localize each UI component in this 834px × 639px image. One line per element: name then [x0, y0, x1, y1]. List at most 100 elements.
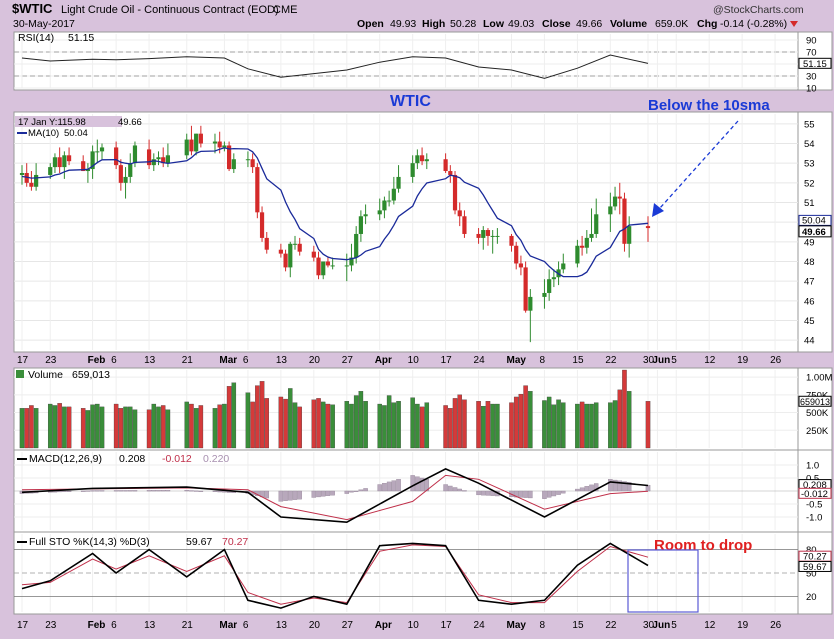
rsi-last-box: [798, 57, 832, 69]
candle-body: [481, 230, 486, 238]
candle: [288, 241, 293, 278]
date-tick-label: May: [507, 620, 527, 631]
macd-hist-bar: [575, 488, 580, 492]
volume-bar: [189, 403, 194, 449]
macd-hist-bar: [90, 490, 95, 492]
date-tick-label: 13: [144, 355, 156, 366]
macd-hist-bar: [264, 490, 270, 499]
macd-hist-bar: [184, 490, 189, 492]
volume-tick-label: 1.00M: [806, 373, 832, 384]
volume-bar: [593, 402, 599, 449]
candle-body: [377, 210, 382, 215]
signal-last-box: [798, 487, 832, 499]
macd-hist-bar: [123, 490, 128, 492]
candle: [448, 165, 453, 183]
stoch-k-last-box: [798, 560, 832, 572]
volume-bar: [146, 409, 152, 449]
macd-hist-bar: [382, 483, 387, 492]
price-tick-label: 53: [804, 159, 815, 170]
candle: [52, 153, 58, 173]
candle: [608, 192, 613, 232]
macd-tick-label: -1.0: [806, 513, 822, 524]
candle-body: [123, 176, 128, 183]
candle: [316, 251, 321, 280]
date-tick-label: 20: [309, 355, 321, 366]
candle-body: [518, 263, 524, 268]
volume-bar: [128, 406, 133, 449]
volume-bar: [80, 408, 86, 449]
macd-hist-bar: [481, 490, 486, 496]
date-tick-label: Apr: [375, 355, 392, 366]
date-tick-label: 27: [342, 620, 354, 631]
candle: [259, 206, 265, 242]
macd-lines: [21, 468, 649, 524]
volume-bar: [288, 388, 293, 449]
macd-hist-bar: [476, 490, 481, 496]
candle-body: [443, 159, 448, 172]
candle: [278, 243, 283, 258]
candle-body: [391, 188, 396, 201]
date-tick-label: 22: [605, 620, 617, 631]
date-tick-label: Mar: [219, 355, 237, 366]
candle-body: [424, 159, 429, 162]
macd-hist-bar: [316, 490, 321, 498]
candle-body: [161, 157, 166, 164]
date-tick-label: 24: [474, 620, 486, 631]
macd-tick-label: -0.5: [806, 500, 822, 511]
macd-hist-bar: [612, 479, 618, 492]
macd-hist-bar: [344, 490, 350, 494]
macd-line: [21, 468, 649, 524]
candle-body: [118, 165, 123, 183]
macd-legend-label: MACD(12,26,9): [29, 453, 102, 465]
close-last-label: 49.66: [802, 227, 826, 238]
volume-bar: [391, 402, 397, 449]
candle: [330, 257, 335, 270]
macd-hist-bar: [151, 490, 157, 492]
high-value: 50.28: [450, 18, 476, 30]
candle: [518, 255, 524, 276]
date-tick-label: 27: [342, 355, 354, 366]
volume-bar: [363, 401, 368, 449]
macd-hist-bar: [584, 486, 590, 492]
candle: [255, 163, 260, 219]
macd-hist-bar: [377, 484, 382, 492]
volume-tick-label: 500K: [806, 408, 829, 419]
candle-body: [354, 233, 359, 258]
volume-bar: [99, 406, 105, 449]
macd-hist-bar: [189, 490, 194, 492]
volume-bar: [485, 401, 491, 449]
macd-histogram: [19, 475, 651, 502]
date-tick-label: 23: [45, 620, 57, 631]
candle-body: [608, 206, 613, 215]
volume-bar: [222, 403, 227, 449]
macd-hist-bar: [523, 490, 528, 498]
candle-body: [617, 196, 622, 199]
candle-body: [52, 157, 58, 168]
candle: [476, 228, 481, 244]
candle: [99, 143, 105, 160]
candle-body: [457, 210, 462, 217]
open-label: Open: [357, 18, 384, 30]
volume-bar: [452, 398, 458, 449]
volume-bar: [546, 396, 552, 449]
volume-bar: [528, 391, 533, 449]
volume-tick-label: 250K: [806, 426, 829, 437]
volume-bar: [495, 403, 500, 449]
volume-bar: [481, 406, 486, 449]
macd-hist-bar: [57, 490, 62, 493]
macd-hist-bar: [193, 490, 199, 492]
macd-hist-bar: [80, 490, 86, 492]
candle: [231, 153, 236, 173]
candle-body: [194, 133, 199, 152]
candle-body: [645, 226, 651, 229]
date-tick-label: Mar: [219, 620, 237, 631]
candle-body: [514, 245, 519, 264]
candle: [443, 153, 448, 173]
volume-bar: [24, 408, 29, 449]
candle: [57, 147, 62, 173]
candle-body: [264, 237, 269, 250]
volume-bar: [523, 385, 528, 449]
candle: [184, 133, 189, 160]
macd-hist-bar: [528, 490, 533, 499]
volume-bar: [95, 403, 100, 449]
